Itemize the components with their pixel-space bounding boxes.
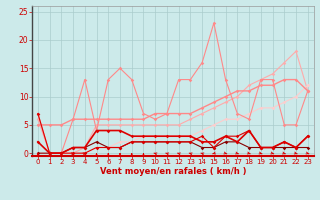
X-axis label: Vent moyen/en rafales ( km/h ): Vent moyen/en rafales ( km/h ) xyxy=(100,167,246,176)
